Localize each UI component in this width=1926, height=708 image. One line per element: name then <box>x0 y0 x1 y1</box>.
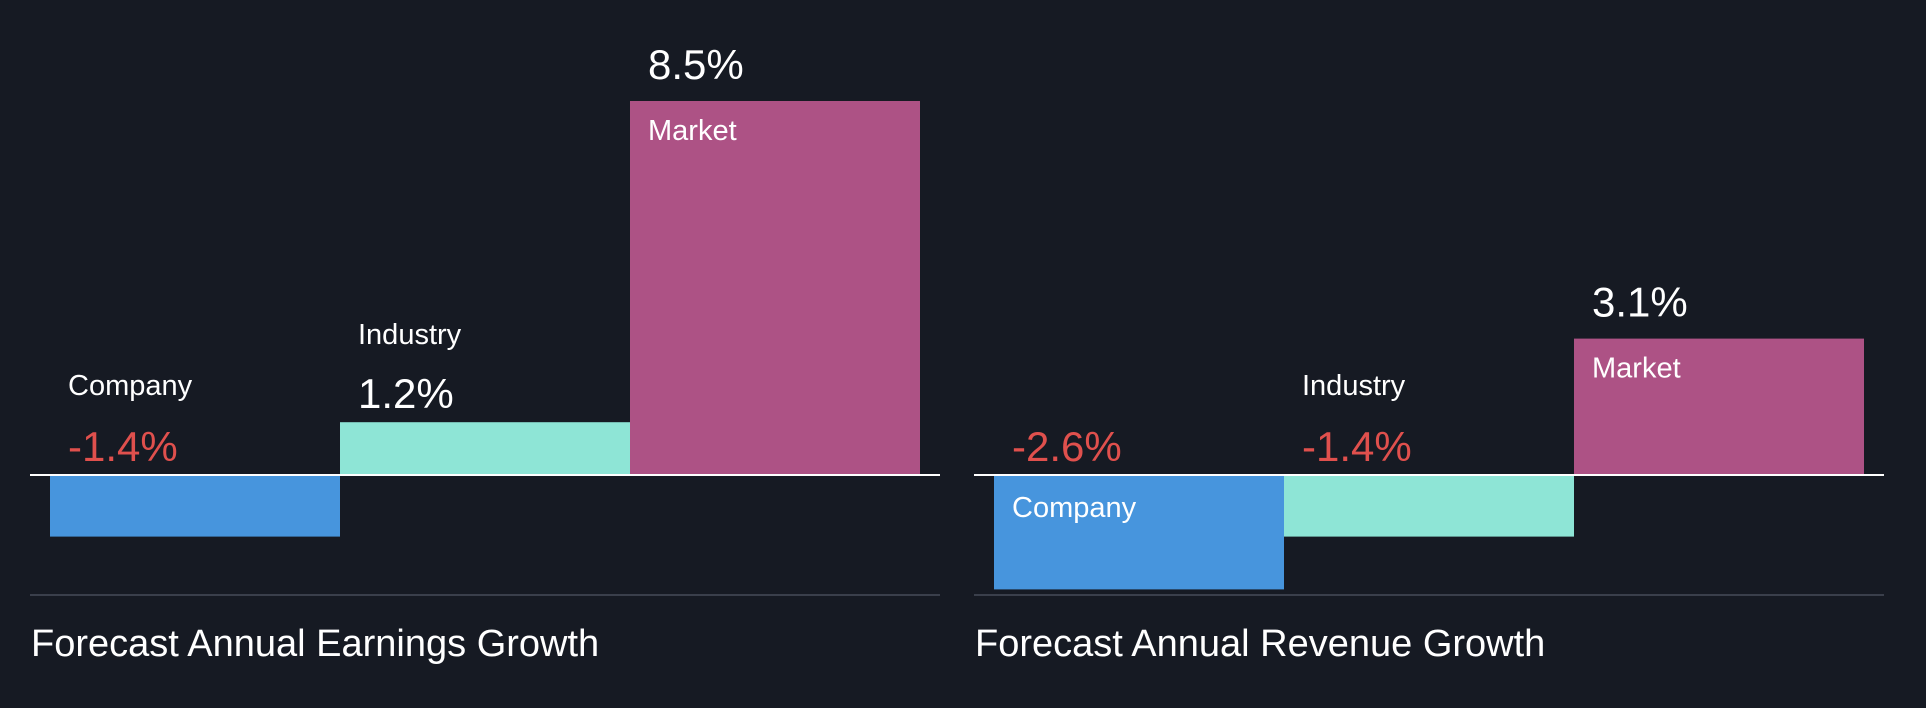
revenue-chart-title: Forecast Annual Revenue Growth <box>975 623 1545 665</box>
revenue-label-market: Market <box>1592 353 1681 385</box>
revenue-label-industry: Industry <box>1302 370 1406 402</box>
earnings-label-company: Company <box>68 370 193 402</box>
earnings-value-company: -1.4% <box>68 423 178 470</box>
revenue-bar-market <box>1574 338 1864 475</box>
revenue-bar-industry <box>1284 475 1574 537</box>
revenue-value-industry: -1.4% <box>1302 423 1412 470</box>
earnings-bar-market <box>630 101 920 475</box>
revenue-value-market: 3.1% <box>1592 279 1688 326</box>
earnings-chart-title: Forecast Annual Earnings Growth <box>31 623 599 665</box>
earnings-label-market: Market <box>648 115 737 147</box>
revenue-growth-chart: Company -2.6% Industry -1.4% Market 3.1% Forec… <box>974 279 1884 665</box>
earnings-label-industry: Industry <box>358 319 462 351</box>
earnings-value-industry: 1.2% <box>358 370 454 417</box>
revenue-bar-company <box>994 475 1284 590</box>
revenue-label-company: Company <box>1012 492 1137 524</box>
earnings-bar-industry <box>340 422 630 475</box>
revenue-value-company: -2.6% <box>1012 423 1122 470</box>
earnings-growth-chart: Company -1.4% Industry 1.2% Market 8.5% Foreca… <box>30 41 940 665</box>
earnings-bar-company <box>50 475 340 537</box>
earnings-value-market: 8.5% <box>648 41 744 88</box>
